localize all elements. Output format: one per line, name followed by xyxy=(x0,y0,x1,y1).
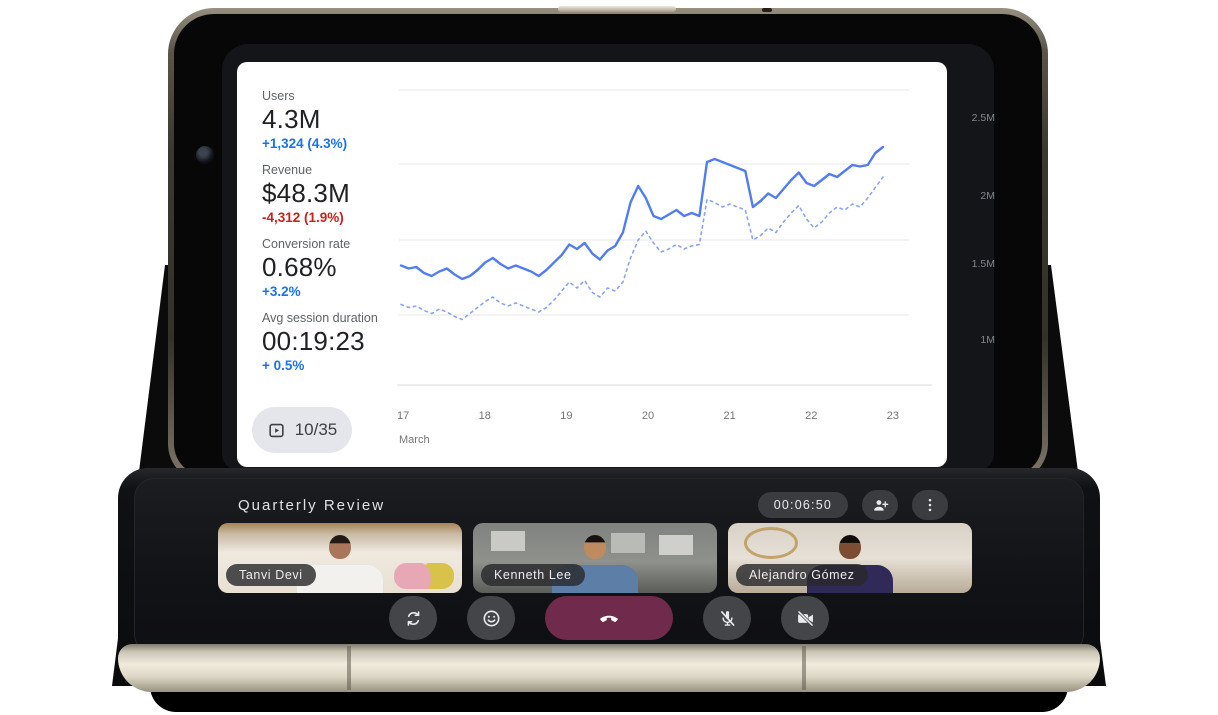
end-call-button[interactable] xyxy=(545,596,673,640)
x-tick: 21 xyxy=(723,410,736,422)
participant-tile-alejandro-gomez[interactable]: Alejandro Gómez xyxy=(728,523,972,593)
end-call-handset-icon xyxy=(599,615,619,622)
stat-revenue: Revenue $48.3M -4,312 (1.9%) xyxy=(262,162,412,227)
switch-camera-icon xyxy=(407,610,419,626)
y-tick: 2.5M xyxy=(971,112,995,124)
meeting-title: Quarterly Review xyxy=(238,496,386,514)
y-tick: 1.5M xyxy=(971,258,995,270)
camera-off-button[interactable] xyxy=(781,596,829,640)
stat-change: + 0.5% xyxy=(262,358,305,373)
shared-presentation-slide: Users 4.3M +1,324 (4.3%) Revenue $48.3M … xyxy=(237,62,995,467)
participant-name-badge: Alejandro Gómez xyxy=(736,564,868,586)
volume-button xyxy=(558,6,676,12)
y-axis-labels: 2.5M 2M 1.5M 1M xyxy=(899,82,995,392)
selfie-camera xyxy=(196,146,214,164)
x-tick: 19 xyxy=(560,410,573,422)
reactions-button[interactable] xyxy=(467,596,515,640)
chart-line-previous xyxy=(400,176,884,321)
reactions-smiley-icon xyxy=(483,610,499,626)
more-options-button[interactable] xyxy=(912,490,948,520)
participant-strip: Tanvi Devi Kenneth Lee Alejandro Gómez xyxy=(218,523,972,593)
add-participant-button[interactable] xyxy=(862,490,898,520)
participant-tile-tanvi-devi[interactable]: Tanvi Devi xyxy=(218,523,462,593)
stat-label: Revenue xyxy=(262,163,313,177)
x-tick: 17 xyxy=(397,410,410,422)
line-chart: 2.5M 2M 1.5M 1M 17 18 19 20 21 22 23 Mar… xyxy=(397,82,995,452)
stat-conversion-rate: Conversion rate 0.68% +3.2% xyxy=(262,236,412,301)
present-slideshow-icon xyxy=(269,423,284,437)
stat-label: Users xyxy=(262,89,295,103)
participant-name-badge: Tanvi Devi xyxy=(226,564,316,586)
slide-counter-label: 10/35 xyxy=(294,420,338,439)
stat-value: $48.3M xyxy=(262,178,350,208)
device-hinge-edge xyxy=(118,644,1100,692)
switch-camera-button[interactable] xyxy=(389,596,437,640)
stat-value: 00:19:23 xyxy=(262,326,365,356)
stat-change: +3.2% xyxy=(262,284,301,299)
mic-off-icon xyxy=(720,610,734,626)
slide-counter-button[interactable]: 10/35 xyxy=(252,407,352,453)
kpi-stats-column: Users 4.3M +1,324 (4.3%) Revenue $48.3M … xyxy=(262,88,412,384)
meeting-bar-actions: 00:06:50 xyxy=(757,490,948,520)
x-tick: 18 xyxy=(478,410,491,422)
call-controls xyxy=(118,596,1100,640)
y-tick: 2M xyxy=(980,190,995,202)
y-tick: 1M xyxy=(980,334,995,346)
meeting-timer: 00:06:50 xyxy=(757,492,848,518)
camera-off-icon xyxy=(796,609,814,627)
stat-users: Users 4.3M +1,324 (4.3%) xyxy=(262,88,412,153)
more-options-icon xyxy=(928,498,932,512)
stat-label: Conversion rate xyxy=(262,237,351,251)
antenna-seam xyxy=(347,646,351,690)
antenna-seam xyxy=(802,646,806,690)
x-tick: 23 xyxy=(886,410,899,422)
x-axis-labels: 17 18 19 20 21 22 23 xyxy=(397,410,899,422)
chart-canvas xyxy=(397,89,932,386)
x-axis-title: March xyxy=(399,434,430,446)
stat-change: -4,312 (1.9%) xyxy=(262,210,344,225)
meeting-top-bar: Quarterly Review 00:06:50 xyxy=(238,490,948,520)
stat-value: 4.3M xyxy=(262,104,321,134)
stat-avg-session-duration: Avg session duration 00:19:23 + 0.5% xyxy=(262,310,412,375)
x-tick: 22 xyxy=(805,410,818,422)
device-bottom-half: Quarterly Review 00:06:50 xyxy=(118,468,1100,668)
x-tick: 20 xyxy=(641,410,655,422)
stat-value: 0.68% xyxy=(262,252,337,282)
stat-change: +1,324 (4.3%) xyxy=(262,136,348,151)
person-add-icon xyxy=(873,499,888,511)
participant-tile-kenneth-lee[interactable]: Kenneth Lee xyxy=(473,523,717,593)
stat-label: Avg session duration xyxy=(262,311,378,325)
microphone-port xyxy=(762,8,772,12)
chart-line-current xyxy=(399,145,885,281)
mute-microphone-button[interactable] xyxy=(703,596,751,640)
participant-name-badge: Kenneth Lee xyxy=(481,564,585,586)
